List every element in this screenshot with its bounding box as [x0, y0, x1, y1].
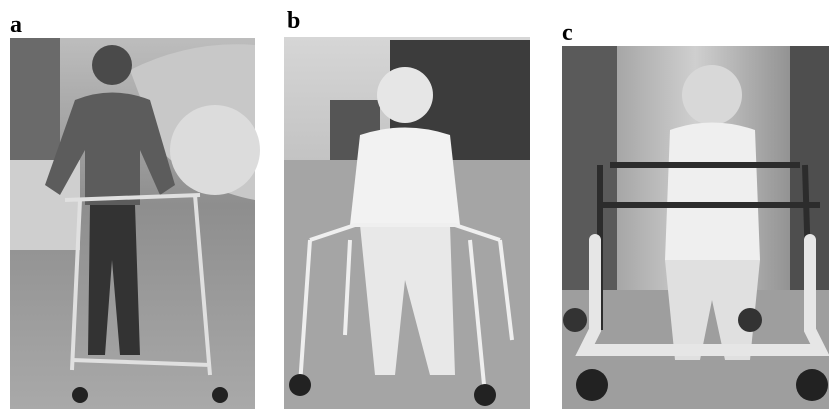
photo-b	[284, 37, 530, 409]
photo-c	[562, 46, 829, 409]
panel-label: c	[562, 20, 573, 46]
panel-label: a	[10, 12, 22, 38]
photo-a	[10, 38, 260, 409]
panel-label: b	[287, 8, 300, 34]
